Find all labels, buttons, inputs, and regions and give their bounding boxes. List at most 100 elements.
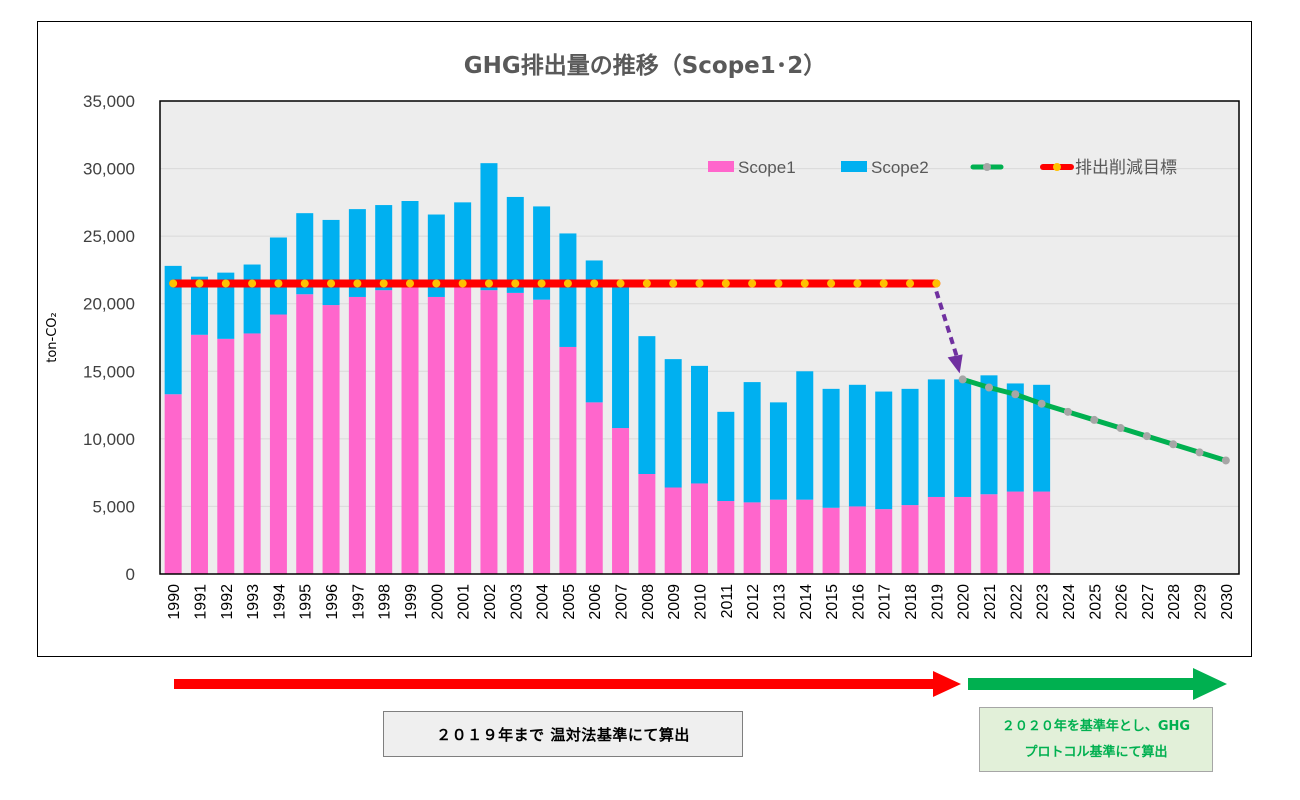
target-point — [221, 279, 230, 288]
note-until-2019-text: ２０１９年まで 温対法基準にて算出 — [436, 725, 690, 744]
bar-scope2 — [769, 402, 787, 500]
bar-scope1 — [638, 473, 656, 574]
arrow-from-2020 — [968, 668, 1227, 700]
target-point — [932, 279, 941, 288]
x-tick-label: 2023 — [1035, 584, 1052, 620]
bar-scope1 — [822, 507, 840, 574]
x-tick-label: 2013 — [771, 584, 788, 620]
bar-scope1 — [848, 506, 866, 574]
x-tick-label: 1993 — [245, 584, 262, 620]
bar-scope1 — [375, 290, 393, 574]
target-point — [879, 279, 888, 288]
bar-scope1 — [875, 509, 893, 574]
bar-scope2 — [296, 213, 314, 295]
bar-scope2 — [691, 365, 708, 484]
legend-label-scope2: Scope2 — [871, 158, 929, 177]
bar-scope2 — [217, 272, 235, 339]
bar-scope2 — [1033, 384, 1051, 492]
bar-scope2 — [717, 411, 735, 502]
bar-scope2 — [743, 382, 761, 503]
projection-point — [958, 375, 967, 384]
bar-scope2 — [796, 371, 814, 500]
target-point — [563, 279, 572, 288]
x-tick-label: 2005 — [561, 584, 578, 620]
target-point — [274, 279, 283, 288]
bar-scope2 — [638, 336, 656, 474]
target-point — [537, 279, 546, 288]
projection-point — [984, 383, 993, 392]
target-point — [616, 279, 625, 288]
bar-scope1 — [927, 496, 945, 574]
target-point — [432, 279, 441, 288]
bar-scope2 — [269, 237, 287, 315]
x-tick-label: 2020 — [956, 584, 973, 620]
legend-label-scope1: Scope1 — [738, 158, 796, 177]
bar-scope1 — [585, 402, 603, 574]
x-tick-label: 2004 — [535, 584, 552, 620]
legend-marker-target — [1053, 163, 1061, 171]
bar-scope2 — [401, 201, 419, 288]
legend-swatch-scope1 — [708, 161, 734, 172]
target-point — [774, 279, 783, 288]
x-tick-label: 2015 — [824, 584, 841, 620]
x-tick-label: 2022 — [1008, 584, 1025, 620]
target-point — [590, 279, 599, 288]
bar-scope1 — [243, 333, 261, 574]
bar-scope1 — [217, 338, 235, 574]
bar-scope2 — [243, 264, 261, 334]
target-point — [669, 279, 678, 288]
bar-scope2 — [822, 388, 840, 508]
x-tick-label: 2006 — [587, 584, 604, 620]
x-tick-label: 2019 — [929, 584, 946, 620]
x-tick-label: 2007 — [614, 584, 631, 620]
bar-scope2 — [848, 384, 866, 507]
y-tick-label: 0 — [126, 565, 135, 584]
x-tick-label: 2001 — [456, 584, 473, 620]
note-from-2020-line2: プロトコル基準にて算出 — [1024, 744, 1168, 760]
x-tick-label: 2009 — [666, 584, 683, 620]
projection-point — [1090, 415, 1099, 424]
bar-scope1 — [717, 501, 735, 574]
bar-scope1 — [1033, 491, 1051, 574]
target-point — [642, 279, 651, 288]
target-point — [300, 279, 309, 288]
bar-scope2 — [901, 388, 919, 506]
target-point — [853, 279, 862, 288]
x-tick-label: 1995 — [298, 584, 315, 620]
plot-border — [159, 100, 1240, 575]
x-tick-label: 2028 — [1166, 584, 1183, 620]
legend-swatch-scope2 — [841, 161, 867, 172]
period-arrows — [174, 668, 1227, 700]
bar-scope2 — [190, 276, 208, 335]
x-tick-label: 2011 — [719, 584, 736, 619]
x-tick-label: 1991 — [192, 584, 209, 620]
bar-scope1 — [322, 305, 340, 574]
projection-point — [1037, 399, 1046, 408]
target-point — [195, 279, 204, 288]
target-point — [695, 279, 704, 288]
bar-scope1 — [480, 290, 498, 574]
legend-label-target: 排出削減目標 — [1075, 158, 1177, 178]
x-tick-label: 2000 — [429, 584, 446, 620]
bar-scope2 — [348, 209, 366, 297]
y-tick-label: 20,000 — [83, 295, 135, 314]
x-tick-label: 2008 — [640, 584, 657, 620]
x-tick-label: 1990 — [166, 584, 183, 620]
y-tick-label: 5,000 — [92, 497, 135, 516]
projection-point — [1195, 448, 1204, 457]
bar-scope2 — [480, 163, 498, 291]
bar-scope2 — [927, 379, 945, 497]
note-from-2020-line1: ２０２０年を基準年とし、GHG — [1001, 718, 1191, 734]
bar-scope1 — [901, 505, 919, 574]
note-from-2020: ２０２０年を基準年とし、GHG プロトコル基準にて算出 — [979, 707, 1213, 772]
projection-point — [1169, 440, 1178, 449]
projection-point — [1011, 390, 1020, 399]
bar-scope2 — [533, 206, 551, 300]
x-tick-label: 2021 — [982, 584, 999, 620]
x-tick-label: 1998 — [377, 584, 394, 620]
bar-scope1 — [954, 496, 972, 574]
x-tick-label: 1994 — [271, 584, 288, 620]
bar-scope1 — [269, 314, 287, 574]
ghg-emissions-chart: 0 5,000 10,000 15,000 20,000 25,000 30,000 35,0… — [45, 52, 1240, 620]
bar-scope1 — [506, 292, 524, 574]
